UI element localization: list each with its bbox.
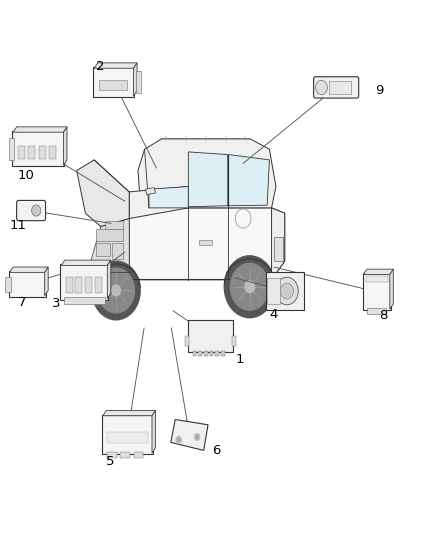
Text: 6: 6 xyxy=(212,444,221,457)
Bar xyxy=(39,146,46,159)
Polygon shape xyxy=(364,269,393,274)
Polygon shape xyxy=(188,152,228,207)
Text: 7: 7 xyxy=(18,296,26,309)
Bar xyxy=(366,276,388,282)
Bar xyxy=(193,351,196,356)
Bar xyxy=(134,452,143,458)
Polygon shape xyxy=(61,260,111,265)
Polygon shape xyxy=(129,187,188,219)
Circle shape xyxy=(98,268,134,313)
Text: 10: 10 xyxy=(18,169,35,182)
Bar xyxy=(107,432,148,443)
Bar xyxy=(204,351,208,356)
Bar xyxy=(64,297,105,304)
Bar xyxy=(85,277,92,293)
FancyBboxPatch shape xyxy=(266,272,304,310)
Bar xyxy=(215,351,219,356)
Bar xyxy=(267,278,280,304)
Bar xyxy=(66,277,73,293)
Text: 5: 5 xyxy=(106,455,115,467)
Polygon shape xyxy=(272,208,285,280)
Text: 1: 1 xyxy=(236,353,244,366)
Bar xyxy=(107,452,117,458)
Polygon shape xyxy=(103,410,155,416)
FancyBboxPatch shape xyxy=(60,264,108,300)
FancyBboxPatch shape xyxy=(314,77,359,98)
Ellipse shape xyxy=(86,266,96,276)
Polygon shape xyxy=(77,160,129,227)
Bar xyxy=(18,146,25,159)
Text: 4: 4 xyxy=(269,308,278,321)
Bar xyxy=(75,277,82,293)
Circle shape xyxy=(92,261,140,320)
Circle shape xyxy=(230,263,269,310)
Polygon shape xyxy=(152,410,155,453)
Bar xyxy=(198,351,202,356)
Bar xyxy=(210,351,213,356)
FancyBboxPatch shape xyxy=(93,67,134,97)
FancyBboxPatch shape xyxy=(17,200,46,221)
Circle shape xyxy=(276,277,298,305)
Circle shape xyxy=(316,80,327,94)
Bar xyxy=(5,277,11,292)
Bar xyxy=(99,80,127,90)
Bar xyxy=(9,138,14,160)
Bar xyxy=(232,336,236,346)
Polygon shape xyxy=(390,269,393,309)
Bar xyxy=(96,243,110,256)
FancyBboxPatch shape xyxy=(102,415,153,454)
Polygon shape xyxy=(129,208,285,280)
Polygon shape xyxy=(10,267,48,272)
Bar xyxy=(49,146,56,159)
Text: 8: 8 xyxy=(379,309,388,322)
FancyBboxPatch shape xyxy=(12,131,64,166)
Polygon shape xyxy=(229,155,269,206)
Text: 9: 9 xyxy=(375,84,384,97)
Bar xyxy=(328,81,351,94)
Text: 11: 11 xyxy=(10,220,27,232)
Polygon shape xyxy=(107,260,111,298)
Polygon shape xyxy=(149,187,188,208)
Polygon shape xyxy=(134,63,137,96)
FancyBboxPatch shape xyxy=(363,273,391,310)
FancyBboxPatch shape xyxy=(188,320,233,352)
Circle shape xyxy=(177,438,180,442)
Bar xyxy=(28,146,35,159)
Circle shape xyxy=(195,435,199,439)
Polygon shape xyxy=(171,419,208,450)
Bar xyxy=(199,240,212,245)
Text: 3: 3 xyxy=(52,297,60,310)
Polygon shape xyxy=(138,139,276,208)
Circle shape xyxy=(176,436,182,443)
Bar xyxy=(221,351,225,356)
Bar xyxy=(96,229,123,241)
Circle shape xyxy=(194,433,200,441)
Bar xyxy=(274,237,283,261)
Bar xyxy=(136,71,141,93)
Polygon shape xyxy=(45,267,48,296)
Circle shape xyxy=(245,281,254,293)
Bar xyxy=(185,336,189,346)
Bar xyxy=(105,221,123,229)
Circle shape xyxy=(112,285,120,296)
Polygon shape xyxy=(101,219,129,272)
Bar xyxy=(112,243,123,259)
Polygon shape xyxy=(85,272,129,288)
Circle shape xyxy=(224,256,275,318)
Polygon shape xyxy=(92,274,125,284)
Polygon shape xyxy=(64,127,67,165)
Text: 2: 2 xyxy=(96,60,105,73)
Bar xyxy=(367,308,386,314)
Circle shape xyxy=(32,205,41,216)
Bar xyxy=(120,452,130,458)
Polygon shape xyxy=(13,127,67,132)
Polygon shape xyxy=(88,219,129,272)
Bar xyxy=(95,277,102,293)
Circle shape xyxy=(280,283,293,299)
FancyBboxPatch shape xyxy=(9,271,46,297)
Polygon shape xyxy=(145,188,155,195)
Polygon shape xyxy=(94,63,137,68)
